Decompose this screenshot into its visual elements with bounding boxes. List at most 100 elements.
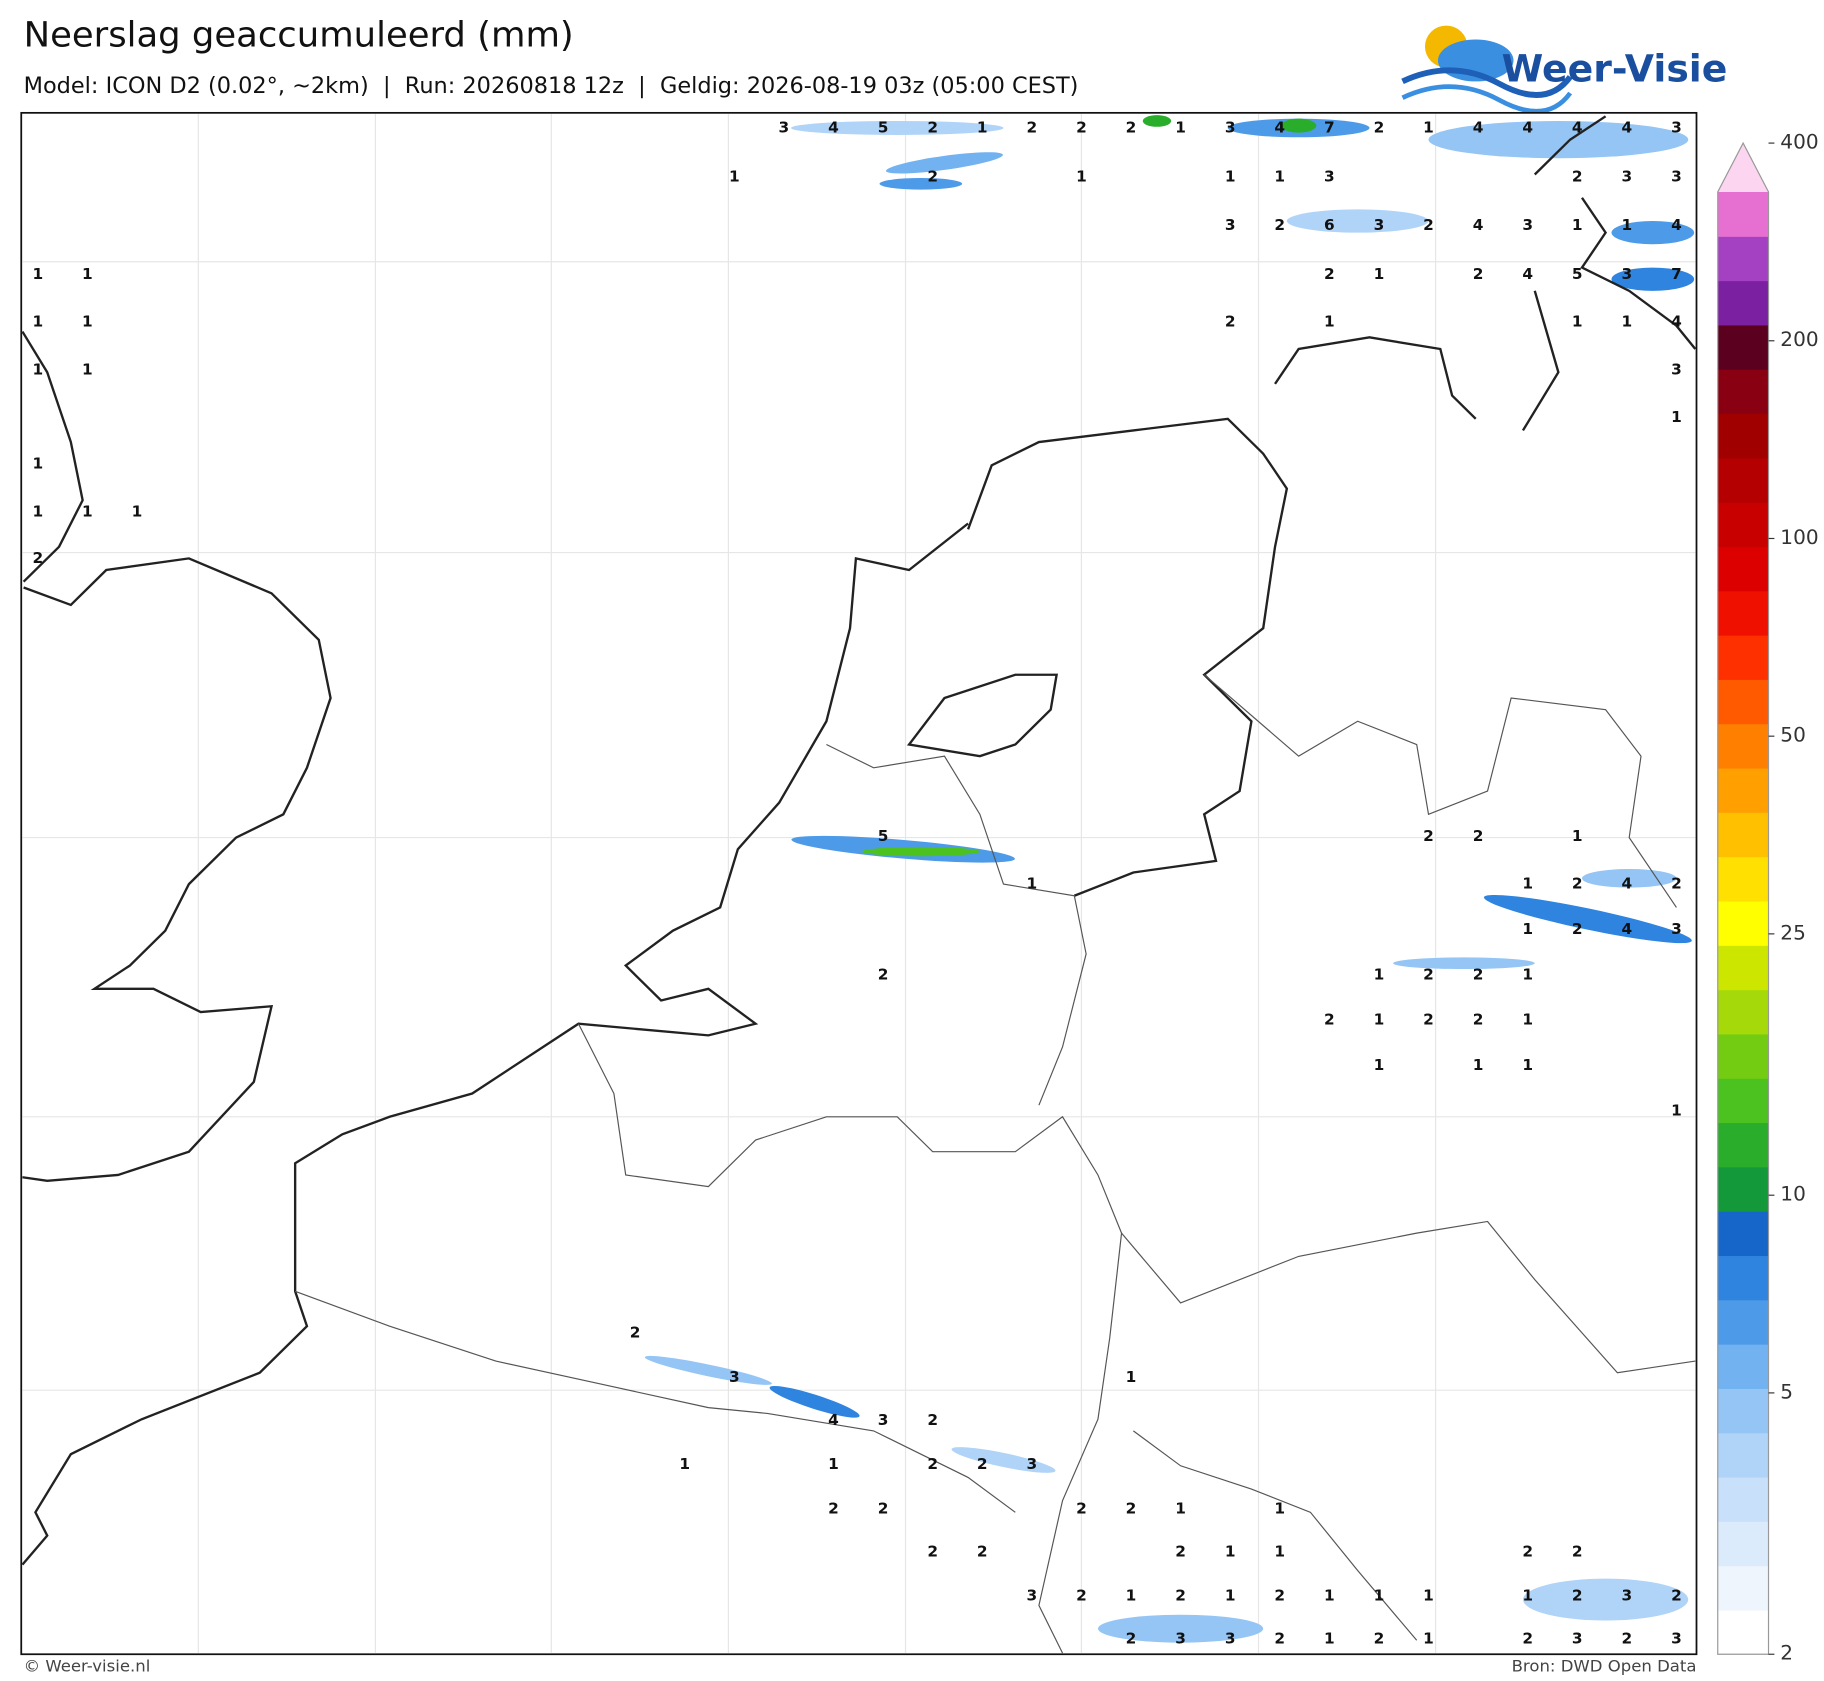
precip-label: 1: [1026, 875, 1037, 893]
precip-label: 4: [1473, 119, 1484, 137]
precip-label: 2: [1324, 265, 1335, 283]
colorbar-band: [1717, 856, 1769, 902]
precip-label: 3: [779, 119, 790, 137]
precip-label: 2: [1225, 313, 1236, 331]
precip-label: 4: [1622, 920, 1633, 938]
precip-label: 2: [1324, 1011, 1335, 1029]
precip-label: 1: [1274, 1542, 1285, 1560]
precip-label: 1: [679, 1455, 690, 1473]
precip-label: 3: [729, 1368, 740, 1386]
colorbar-band: [1717, 236, 1769, 282]
precip-label: 2: [1126, 119, 1137, 137]
precip-label: 1: [1175, 119, 1186, 137]
precip-label: 3: [1026, 1455, 1037, 1473]
colorbar-band: [1717, 1476, 1769, 1522]
colorbar-band: [1717, 1521, 1769, 1567]
colorbar-tick-label: 10: [1780, 1183, 1806, 1206]
precip-label: 1: [32, 361, 43, 379]
precip-label: 2: [1026, 119, 1037, 137]
precip-label: 1: [1175, 1499, 1186, 1517]
precip-label: 4: [1671, 216, 1682, 234]
precip-label: 1: [132, 502, 143, 520]
precip-label: 1: [32, 265, 43, 283]
precip-label: 1: [828, 1455, 839, 1473]
colorbar-band: [1717, 280, 1769, 326]
precip-label: 2: [1572, 1542, 1583, 1560]
precip-label: 3: [1225, 216, 1236, 234]
precip-label: 2: [1473, 265, 1484, 283]
precip-label: 2: [1175, 1587, 1186, 1605]
precip-label: 2: [1622, 1630, 1633, 1648]
precip-label: 1: [1374, 1587, 1385, 1605]
colorbar-tick-label: 25: [1780, 921, 1806, 944]
precip-label: 1: [1522, 965, 1533, 983]
precip-label: 2: [1076, 119, 1087, 137]
precip-label: 1: [1374, 265, 1385, 283]
precip-label: 1: [1522, 1056, 1533, 1074]
precip-label: 2: [927, 119, 938, 137]
precip-label: 1: [1274, 167, 1285, 185]
precip-label: 2: [1126, 1499, 1137, 1517]
precip-label: 3: [1671, 119, 1682, 137]
precip-label: 1: [1126, 1368, 1137, 1386]
precip-label: 3: [1572, 1630, 1583, 1648]
precip-label: 2: [1423, 216, 1434, 234]
precip-label: 2: [1572, 920, 1583, 938]
colorbar-tick-label: 100: [1780, 526, 1818, 549]
precip-label: 1: [1423, 1630, 1434, 1648]
precip-label: 2: [927, 1411, 938, 1429]
precip-label: 2: [32, 549, 43, 567]
precip-label: 1: [32, 313, 43, 331]
colorbar-band: [1717, 369, 1769, 415]
precip-label: 3: [1175, 1630, 1186, 1648]
precip-label: 2: [977, 1455, 988, 1473]
colorbar-outline: [1717, 141, 1770, 1655]
colorbar-tick-label: 5: [1780, 1380, 1793, 1403]
precip-label: 2: [1076, 1587, 1087, 1605]
precip-label: 1: [1225, 1587, 1236, 1605]
colorbar-band: [1717, 457, 1769, 503]
colorbar-band: [1717, 191, 1769, 237]
colorbar-band: [1717, 1388, 1769, 1434]
colorbar-band: [1717, 900, 1769, 946]
colorbar-tick-label: 200: [1780, 328, 1818, 351]
colorbar-band: [1717, 502, 1769, 548]
precip-label: 2: [1076, 1499, 1087, 1517]
precip-label: 1: [1671, 1102, 1682, 1120]
precip-label: 4: [1522, 119, 1533, 137]
colorbar-band: [1717, 812, 1769, 858]
precip-label: 1: [1225, 167, 1236, 185]
precip-label: 1: [1324, 1587, 1335, 1605]
precip-label: 2: [1423, 965, 1434, 983]
map-labels: 3 4 5 2 1 2 2 2 1 3 4 7 2 1 4 4 4 4 3 1 2 1 1 1 3 2 3 3 3 2 6 3 2 4 3 1 1 4 1 1…: [32, 119, 1681, 1648]
precip-label: 2: [1572, 1587, 1583, 1605]
precip-label: 1: [82, 265, 93, 283]
colorbar-band: [1717, 1211, 1769, 1257]
precip-label: 1: [1522, 920, 1533, 938]
colorbar-extend: [1717, 143, 1769, 192]
precip-label: 1: [1423, 1587, 1434, 1605]
precip-label: 2: [1374, 1630, 1385, 1648]
colorbar-band: [1717, 989, 1769, 1035]
colorbar-band: [1717, 1166, 1769, 1212]
precip-label: 3: [1671, 361, 1682, 379]
precip-label: 1: [977, 119, 988, 137]
colorbar-band: [1717, 324, 1769, 370]
colorbar-band: [1717, 590, 1769, 636]
colorbar-band: [1717, 679, 1769, 725]
precip-label: 2: [1473, 965, 1484, 983]
precip-label: 5: [878, 827, 889, 845]
precip-label: 2: [1671, 1587, 1682, 1605]
logo: Weer-Visie: [1401, 25, 1727, 114]
precip-label: 2: [1423, 827, 1434, 845]
precip-label: 1: [1274, 1499, 1285, 1517]
precipitation: [644, 115, 1695, 1643]
precip-label: 2: [1423, 1011, 1434, 1029]
colorbar-band: [1717, 1255, 1769, 1301]
precip-label: 3: [1026, 1587, 1037, 1605]
precip-label: 1: [1572, 216, 1583, 234]
precip-label: 2: [1522, 1630, 1533, 1648]
precip-label: 1: [1324, 313, 1335, 331]
colorbar-band: [1717, 1344, 1769, 1389]
colorbar-band: [1717, 723, 1769, 769]
